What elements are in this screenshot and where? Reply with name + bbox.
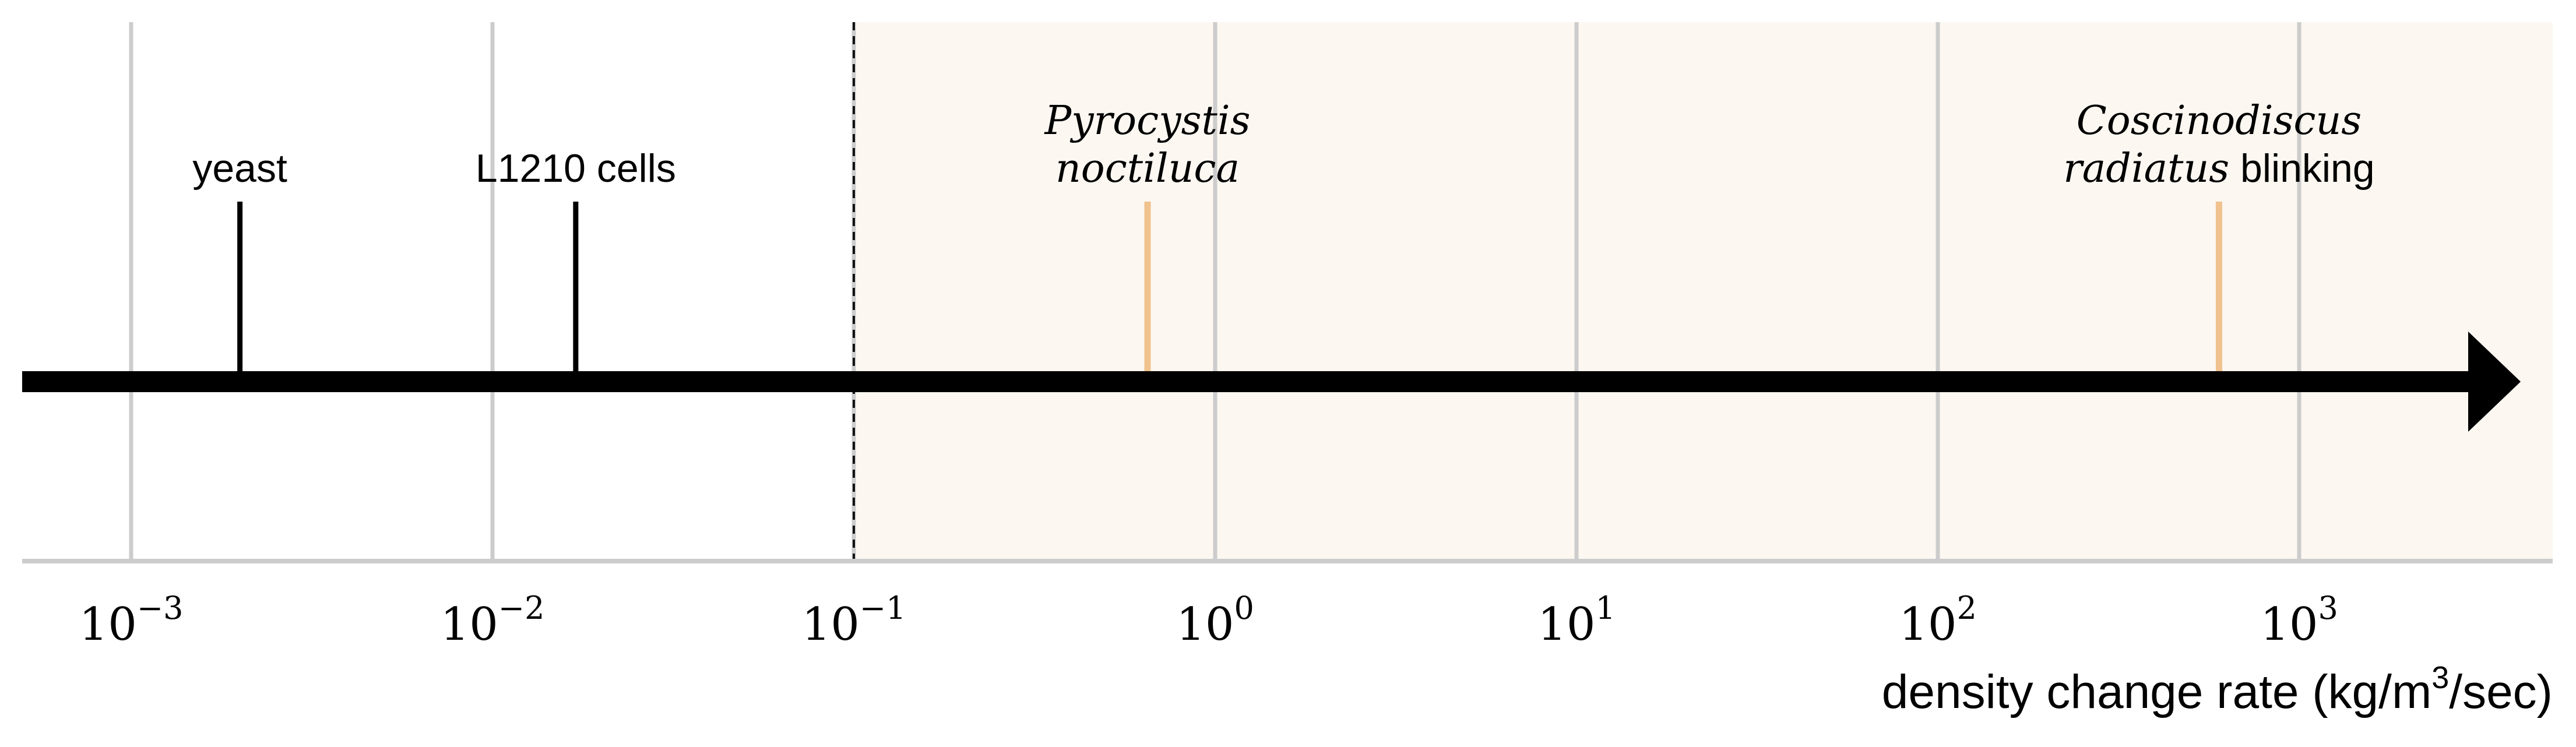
main-arrow-shaft — [22, 371, 2471, 392]
tick-label-6: 103 — [2260, 590, 2338, 651]
marker-label-2-line-1: noctiluca — [1055, 146, 1240, 192]
shaded-region — [854, 22, 2553, 561]
tick-label-2: 10−1 — [802, 590, 906, 651]
x-axis-label-sup: 3 — [2431, 660, 2449, 695]
marker-label-0-line-0: yeast — [192, 146, 287, 191]
x-axis-label-suffix: /sec) — [2449, 665, 2553, 718]
marker-label-3-line-0: Coscinodiscus — [2077, 98, 2362, 144]
x-axis-label: density change rate (kg/m3/sec) — [1882, 660, 2553, 718]
tick-label-1: 10−2 — [441, 590, 545, 651]
tick-labels: 10−3 10−2 10−1 100 101 102 103 — [79, 590, 2338, 651]
tick-label-4: 101 — [1537, 590, 1616, 651]
x-axis-label-prefix: density change rate (kg/m — [1882, 665, 2431, 718]
main-arrow-head — [2468, 332, 2521, 432]
marker-label-1-line-0: L1210 cells — [476, 146, 676, 191]
tick-label-3: 100 — [1176, 590, 1254, 651]
markers — [237, 202, 2222, 385]
tick-label-5: 102 — [1899, 590, 1977, 651]
marker-label-3-line-1: radiatus blinking — [2063, 146, 2374, 192]
tick-label-0: 10−3 — [79, 590, 184, 651]
marker-label-2-line-0: Pyrocystis — [1044, 98, 1251, 144]
